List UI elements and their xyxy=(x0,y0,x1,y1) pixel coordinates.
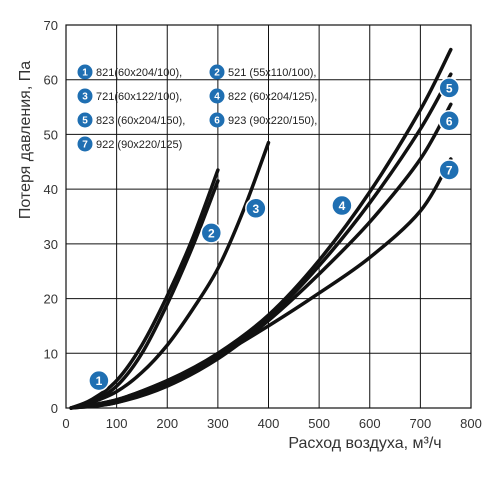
x-tick-label: 100 xyxy=(106,416,128,431)
legend-entry-5: 823 (60x204/150), xyxy=(96,115,185,127)
legend-entry-3: 721(60x122/100), xyxy=(96,91,182,103)
legend-entry-1: 821(60x204/100), xyxy=(96,67,182,79)
y-tick-label: 0 xyxy=(51,401,58,416)
curves xyxy=(69,47,453,410)
y-tick-label: 30 xyxy=(44,237,58,252)
curve-marker-6 xyxy=(438,110,460,132)
curve-marker-5 xyxy=(438,77,460,99)
legend-entry-4: 822 (60x204/125), xyxy=(228,91,317,103)
legend-badge-label-2: 2 xyxy=(214,68,220,79)
legend-badge-label-5: 5 xyxy=(82,116,88,127)
curve-marker-label-3: 3 xyxy=(253,202,260,216)
curve-marker-3 xyxy=(245,197,267,220)
legend-badge-3 xyxy=(77,88,93,104)
curve-marker-label-2: 2 xyxy=(208,226,215,240)
x-tick-label: 0 xyxy=(62,416,69,431)
curve-7 xyxy=(69,157,453,410)
curve-marker-1 xyxy=(88,369,110,392)
x-tick-label: 200 xyxy=(156,416,178,431)
curve-marker-4 xyxy=(331,194,353,217)
curve-marker-label-5: 5 xyxy=(446,81,453,95)
legend-badge-label-1: 1 xyxy=(82,68,88,79)
curve-marker-label-7: 7 xyxy=(446,163,453,177)
legend-badge-label-3: 3 xyxy=(82,92,88,103)
legend-badge-1 xyxy=(77,64,93,80)
legend-badge-7 xyxy=(77,136,93,152)
y-tick-label: 50 xyxy=(44,127,58,142)
legend-badge-4 xyxy=(209,88,225,104)
curve-marker-label-6: 6 xyxy=(446,114,453,128)
x-tick-label: 400 xyxy=(258,416,280,431)
curve-3 xyxy=(69,140,271,410)
legend-entry-6: 923 (90x220/150), xyxy=(228,115,317,127)
y-tick-label: 10 xyxy=(44,346,58,361)
legend-badge-6 xyxy=(209,112,225,128)
x-tick-label: 300 xyxy=(207,416,229,431)
axes: 0 100 200 300 400 500 600 700 800 0 10 20 30 40 50 60 70 xyxy=(44,18,482,431)
legend-badge-label-6: 6 xyxy=(214,116,220,127)
y-tick-label: 40 xyxy=(44,182,58,197)
curve-marker-2 xyxy=(200,222,223,244)
y-tick-label: 70 xyxy=(44,18,58,33)
y-tick-label: 20 xyxy=(44,292,58,307)
curve-markers: 1 2 3 4 5 6 7 xyxy=(88,77,460,392)
x-tick-label: 500 xyxy=(308,416,330,431)
legend-badge-5 xyxy=(77,112,93,128)
legend-entry-2: 521 (55x110/100), xyxy=(228,67,316,79)
legend-badge-label-4: 4 xyxy=(214,92,220,103)
x-tick-label: 700 xyxy=(410,416,432,431)
curve-marker-label-1: 1 xyxy=(96,374,103,388)
y-tick-label: 60 xyxy=(44,73,58,88)
legend-entry-7: 922 (90x220/125) xyxy=(96,139,182,151)
x-axis-title: Расход воздуха, м³/ч xyxy=(288,435,441,452)
legend: 1 821(60x204/100), 2 521 (55x110/100), 3 721(… xyxy=(77,64,317,152)
curve-marker-label-4: 4 xyxy=(339,199,346,213)
plot-frame xyxy=(65,24,472,409)
legend-badge-2 xyxy=(209,64,225,80)
legend-badge-label-7: 7 xyxy=(82,140,88,151)
x-tick-label: 800 xyxy=(460,416,482,431)
curve-marker-7 xyxy=(438,159,460,181)
x-tick-label: 600 xyxy=(359,416,381,431)
y-axis-title: Потеря давления, Па xyxy=(17,61,34,219)
curve-6 xyxy=(69,102,453,410)
